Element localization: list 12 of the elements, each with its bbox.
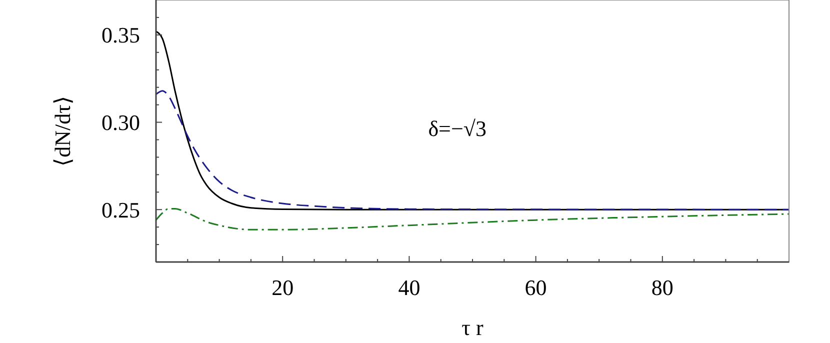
- annotation: δ=−√3: [428, 116, 486, 142]
- y-tick-label: 0.30: [102, 110, 140, 135]
- x-tick-label: 40: [398, 275, 420, 300]
- line-series: [156, 90, 789, 210]
- line-series: [156, 208, 789, 230]
- y-tick-label: 0.25: [102, 197, 140, 222]
- x-tick-label: 20: [272, 275, 294, 300]
- x-tick-label: 60: [524, 275, 547, 300]
- y-axis-title: ⟨dN/dτ⟩: [50, 96, 75, 166]
- x-axis-title: τ r: [462, 315, 484, 340]
- y-tick-label: 0.35: [102, 22, 140, 48]
- x-tick-label: 80: [651, 275, 674, 300]
